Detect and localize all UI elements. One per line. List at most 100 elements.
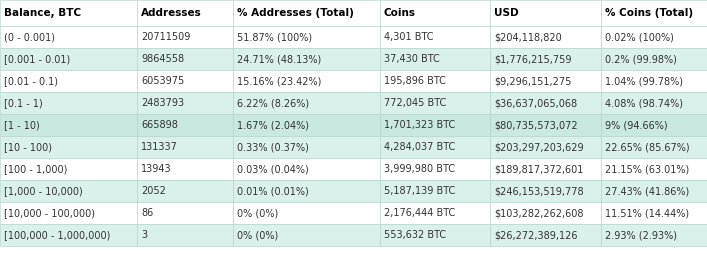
- Text: 4.08% (98.74%): 4.08% (98.74%): [605, 98, 683, 108]
- Bar: [137, 180, 233, 202]
- Text: 665898: 665898: [141, 120, 178, 130]
- Bar: [137, 26, 233, 48]
- Text: $80,735,573,072: $80,735,573,072: [494, 120, 578, 130]
- Bar: [0, 136, 137, 158]
- Text: [100 - 1,000): [100 - 1,000): [4, 164, 67, 174]
- Bar: [137, 202, 233, 224]
- Bar: [233, 136, 380, 158]
- Text: 0.02% (100%): 0.02% (100%): [605, 32, 674, 42]
- Bar: [137, 114, 233, 136]
- Bar: [380, 48, 490, 70]
- Bar: [380, 202, 490, 224]
- Text: 6.22% (8.26%): 6.22% (8.26%): [237, 98, 309, 108]
- Bar: [233, 70, 380, 92]
- Text: 2,176,444 BTC: 2,176,444 BTC: [384, 208, 455, 218]
- Bar: [490, 26, 601, 48]
- Text: $246,153,519,778: $246,153,519,778: [494, 186, 583, 196]
- Bar: [0, 180, 137, 202]
- Bar: [233, 26, 380, 48]
- Text: $26,272,389,126: $26,272,389,126: [494, 230, 578, 240]
- Text: 1.04% (99.78%): 1.04% (99.78%): [605, 76, 683, 86]
- Text: 9% (94.66%): 9% (94.66%): [605, 120, 667, 130]
- Text: 22.65% (85.67%): 22.65% (85.67%): [605, 142, 689, 152]
- Bar: [233, 92, 380, 114]
- Bar: [0, 0, 137, 26]
- Text: Balance, BTC: Balance, BTC: [4, 8, 81, 18]
- Bar: [601, 224, 707, 246]
- Text: 24.71% (48.13%): 24.71% (48.13%): [237, 54, 321, 64]
- Text: 51.87% (100%): 51.87% (100%): [237, 32, 312, 42]
- Bar: [601, 92, 707, 114]
- Bar: [137, 0, 233, 26]
- Bar: [137, 224, 233, 246]
- Text: 20711509: 20711509: [141, 32, 190, 42]
- Bar: [490, 70, 601, 92]
- Bar: [601, 0, 707, 26]
- Text: [0.01 - 0.1): [0.01 - 0.1): [4, 76, 58, 86]
- Bar: [233, 224, 380, 246]
- Bar: [490, 158, 601, 180]
- Text: Addresses: Addresses: [141, 8, 201, 18]
- Bar: [490, 224, 601, 246]
- Bar: [380, 158, 490, 180]
- Text: $103,282,262,608: $103,282,262,608: [494, 208, 583, 218]
- Bar: [601, 158, 707, 180]
- Text: 772,045 BTC: 772,045 BTC: [384, 98, 446, 108]
- Bar: [380, 114, 490, 136]
- Text: (0 - 0.001): (0 - 0.001): [4, 32, 55, 42]
- Bar: [233, 114, 380, 136]
- Text: 13943: 13943: [141, 164, 172, 174]
- Text: 11.51% (14.44%): 11.51% (14.44%): [605, 208, 689, 218]
- Text: 6053975: 6053975: [141, 76, 185, 86]
- Bar: [601, 202, 707, 224]
- Bar: [380, 180, 490, 202]
- Text: 2483793: 2483793: [141, 98, 184, 108]
- Text: 3,999,980 BTC: 3,999,980 BTC: [384, 164, 455, 174]
- Bar: [0, 114, 137, 136]
- Text: [10 - 100): [10 - 100): [4, 142, 52, 152]
- Bar: [0, 158, 137, 180]
- Text: $9,296,151,275: $9,296,151,275: [494, 76, 571, 86]
- Bar: [601, 70, 707, 92]
- Bar: [0, 92, 137, 114]
- Bar: [490, 136, 601, 158]
- Bar: [601, 48, 707, 70]
- Text: 5,187,139 BTC: 5,187,139 BTC: [384, 186, 455, 196]
- Text: 9864558: 9864558: [141, 54, 184, 64]
- Text: 4,284,037 BTC: 4,284,037 BTC: [384, 142, 455, 152]
- Text: 2.93% (2.93%): 2.93% (2.93%): [605, 230, 677, 240]
- Text: 3: 3: [141, 230, 147, 240]
- Bar: [137, 70, 233, 92]
- Text: % Coins (Total): % Coins (Total): [605, 8, 693, 18]
- Text: 0% (0%): 0% (0%): [237, 208, 279, 218]
- Bar: [0, 26, 137, 48]
- Bar: [0, 70, 137, 92]
- Text: 37,430 BTC: 37,430 BTC: [384, 54, 440, 64]
- Bar: [233, 180, 380, 202]
- Bar: [380, 0, 490, 26]
- Text: [0.001 - 0.01): [0.001 - 0.01): [4, 54, 70, 64]
- Text: [0.1 - 1): [0.1 - 1): [4, 98, 42, 108]
- Text: [100,000 - 1,000,000): [100,000 - 1,000,000): [4, 230, 110, 240]
- Text: Coins: Coins: [384, 8, 416, 18]
- Bar: [601, 180, 707, 202]
- Text: 86: 86: [141, 208, 153, 218]
- Bar: [233, 0, 380, 26]
- Bar: [233, 202, 380, 224]
- Text: 1,701,323 BTC: 1,701,323 BTC: [384, 120, 455, 130]
- Text: 1.67% (2.04%): 1.67% (2.04%): [237, 120, 309, 130]
- Bar: [380, 26, 490, 48]
- Text: 0% (0%): 0% (0%): [237, 230, 279, 240]
- Bar: [0, 48, 137, 70]
- Text: [10,000 - 100,000): [10,000 - 100,000): [4, 208, 95, 218]
- Bar: [380, 70, 490, 92]
- Bar: [137, 92, 233, 114]
- Bar: [490, 0, 601, 26]
- Text: 131337: 131337: [141, 142, 178, 152]
- Bar: [490, 114, 601, 136]
- Bar: [380, 224, 490, 246]
- Text: 0.01% (0.01%): 0.01% (0.01%): [237, 186, 309, 196]
- Text: $189,817,372,601: $189,817,372,601: [494, 164, 583, 174]
- Text: 2052: 2052: [141, 186, 166, 196]
- Bar: [0, 224, 137, 246]
